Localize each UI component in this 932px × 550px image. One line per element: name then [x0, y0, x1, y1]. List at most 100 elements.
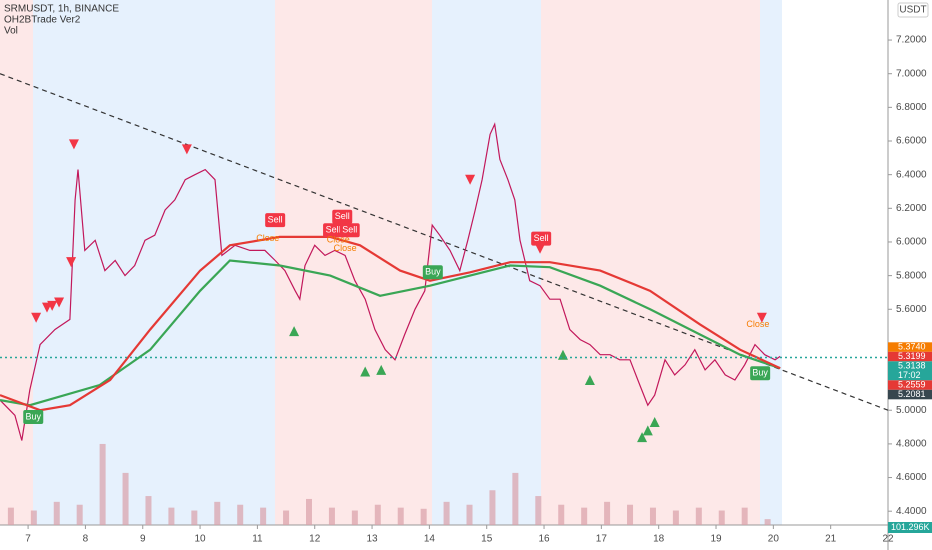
signal-box: [422, 265, 443, 280]
volume-bar: [649, 507, 656, 525]
volume-bar: [351, 510, 358, 525]
volume-bar: [374, 504, 381, 525]
y-tick-label: 6.4000: [896, 169, 927, 180]
signal-triangle: [756, 312, 767, 323]
y-tick-label: 4.4000: [896, 506, 927, 517]
band: [0, 0, 33, 525]
volume-bar: [443, 501, 450, 525]
y-tick-label: 7.2000: [896, 35, 927, 46]
volume-bar: [512, 472, 519, 525]
signal-triangle: [637, 432, 648, 443]
price-label: 5.3138: [898, 361, 926, 371]
volume-bar: [764, 519, 771, 525]
signal-triangle: [584, 374, 595, 385]
y-tick-label: 5.6000: [896, 304, 927, 315]
x-tick-label: 16: [538, 534, 550, 545]
price-label: 5.2559: [898, 380, 926, 390]
volume-bar: [581, 507, 588, 525]
x-tick-label: 14: [424, 534, 436, 545]
currency[interactable]: USDT: [899, 5, 926, 16]
volume-bar: [397, 507, 404, 525]
volume-bar: [695, 507, 702, 525]
volume-bar: [718, 510, 725, 525]
y-tick-label: 6.0000: [896, 237, 927, 248]
signal-label: Sell: [326, 225, 341, 235]
signal-label: Sell: [335, 211, 350, 221]
volume-bar: [741, 507, 748, 525]
volume-bar: [283, 510, 290, 525]
countdown: 17:02: [898, 370, 921, 380]
price-label-box: [888, 380, 932, 390]
signal-triangle: [376, 364, 387, 375]
signal-triangle: [289, 326, 300, 337]
volume-bar: [535, 496, 542, 525]
currency-box[interactable]: [897, 2, 929, 18]
price-label: 5.3199: [898, 351, 926, 361]
signal-label: Sell: [342, 225, 357, 235]
x-tick-label: 15: [481, 534, 493, 545]
signal-box: [323, 223, 344, 238]
y-tick-label: 5.0000: [896, 405, 927, 416]
signal-box: [332, 209, 353, 224]
volume-bar: [214, 501, 221, 525]
band: [541, 0, 760, 525]
x-tick-label: 12: [309, 534, 321, 545]
x-tick-label: 8: [83, 534, 89, 545]
x-tick-label: 11: [252, 534, 263, 545]
signal-triangle: [465, 174, 476, 185]
y-tick-label: 7.0000: [896, 68, 927, 79]
signal-triangle: [642, 425, 653, 436]
volume-bar: [99, 443, 106, 525]
indicator-name: Vol: [4, 26, 18, 37]
price-label: 5.3740: [898, 342, 926, 352]
volume-bar: [466, 504, 473, 525]
signal-triangle: [649, 417, 660, 428]
price-label-box: [888, 389, 932, 400]
volume-bar: [328, 507, 335, 525]
signal-label: Sell: [268, 214, 283, 224]
x-tick-label: 13: [366, 534, 378, 545]
volume-bar: [122, 472, 129, 525]
volume-bar: [237, 504, 244, 525]
signal-triangle: [535, 243, 546, 254]
close-label: Close: [256, 233, 279, 243]
volume-label-box: [888, 522, 932, 533]
x-tick-label: 10: [195, 534, 207, 545]
price-label-box: [888, 361, 932, 381]
signal-box: [531, 231, 552, 246]
series-line: [0, 235, 781, 412]
signal-box: [23, 409, 44, 424]
x-tick-label: 18: [653, 534, 665, 545]
signal-triangle: [181, 144, 192, 155]
volume-bar: [76, 504, 83, 525]
signal-box: [750, 366, 771, 381]
x-tick-label: 21: [825, 534, 837, 545]
signal-label: Buy: [425, 267, 441, 277]
x-tick-label: 17: [596, 534, 608, 545]
close-label: Close: [327, 235, 350, 245]
signal-box: [265, 213, 286, 228]
y-tick-label: 6.2000: [896, 203, 927, 214]
x-tick-label: 9: [140, 534, 146, 545]
volume-bar: [627, 504, 634, 525]
signal-triangle: [66, 257, 77, 268]
x-tick-label: 7: [25, 534, 31, 545]
x-tick-label: 22: [882, 534, 894, 545]
session-bands: [0, 0, 782, 525]
signal-triangle: [360, 366, 371, 377]
volume-bar: [191, 510, 198, 525]
volume-label: 101.296K: [891, 522, 930, 532]
signal-triangle: [68, 139, 79, 150]
price-label-box: [888, 342, 932, 352]
volume-bar: [145, 496, 152, 525]
volume-bar: [420, 508, 427, 525]
price-label-box: [888, 351, 932, 362]
volume-bar: [7, 507, 14, 525]
volume-bar: [168, 507, 175, 525]
volume-bar: [260, 507, 267, 525]
volume-bar: [53, 501, 60, 525]
band: [275, 0, 432, 525]
signal-triangle: [31, 312, 42, 323]
signal-triangle: [47, 300, 58, 311]
indicator-name: OH2BTrade Ver2: [4, 15, 81, 26]
